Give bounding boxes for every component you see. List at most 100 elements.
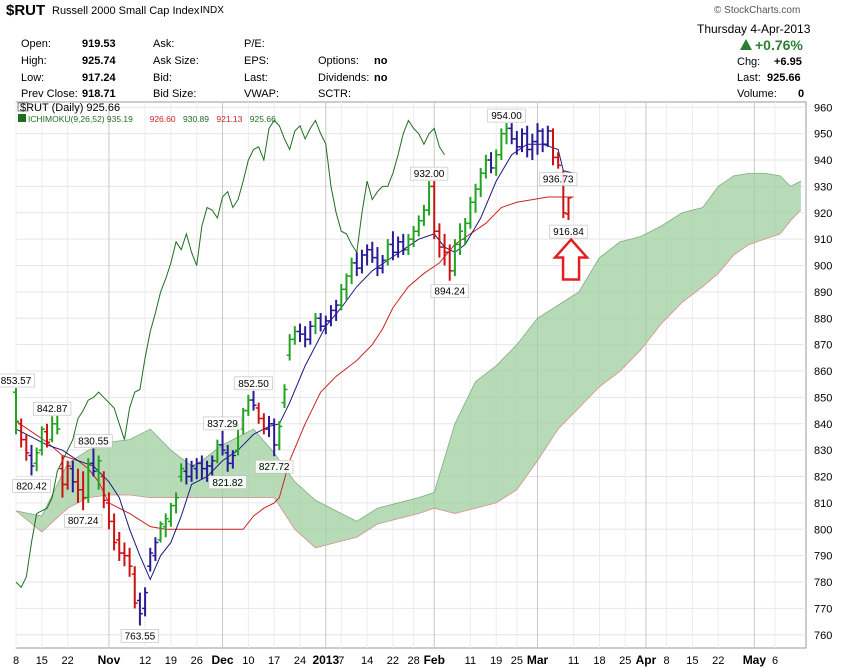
x-tick-label: 2013 <box>312 653 339 667</box>
prev-close-label: Prev Close: <box>21 88 78 100</box>
x-tick-label: 8 <box>664 655 670 667</box>
ohlc-bar <box>219 430 226 456</box>
price-label-box <box>12 479 51 493</box>
price-chart: 7607707807908008108208308408508608708808… <box>0 101 832 667</box>
ohlc-bar <box>188 460 195 482</box>
tenkan-line <box>15 143 574 581</box>
price-label: 936.73 <box>543 175 574 186</box>
y-tick-label: 880 <box>814 313 832 325</box>
price-label-box <box>409 166 449 181</box>
price-label: 820.42 <box>16 481 47 492</box>
bid-label: Bid: <box>153 72 172 84</box>
ticker-symbol: $RUT <box>6 2 46 19</box>
volume-value: 0 <box>798 88 805 100</box>
y-tick-label: 860 <box>814 366 832 378</box>
price-label: 842.87 <box>37 404 68 415</box>
ohlc-bar <box>126 547 133 577</box>
x-tick-label: 19 <box>490 655 502 667</box>
ohlc-bar <box>281 384 288 408</box>
change-percent: +0.76% <box>755 37 803 53</box>
x-tick-label: 17 <box>268 655 280 667</box>
y-tick-label: 810 <box>814 498 832 510</box>
legend-ichimoku-2: 930.89 <box>183 114 209 124</box>
ohlc-bar <box>13 388 19 435</box>
y-tick-label: 950 <box>814 129 832 141</box>
x-tick-label: 8 <box>13 655 19 667</box>
x-tick-label: 25 <box>619 655 631 667</box>
x-tick-label: 24 <box>294 655 306 667</box>
ohlc-bar <box>152 537 159 561</box>
y-tick-label: 790 <box>814 551 832 563</box>
sctr-label: SCTR: <box>318 88 351 100</box>
y-tick-label: 770 <box>814 603 832 615</box>
prev-close-value: 918.71 <box>82 88 116 100</box>
copyright-text: © StockCharts.com <box>714 5 801 16</box>
ohlc-bar <box>43 423 50 448</box>
quote-header: $RUT Russell 2000 Small Cap Index INDX ©… <box>0 0 850 100</box>
x-tick-label: Nov <box>98 653 121 667</box>
options-value: no <box>374 55 388 67</box>
price-label-box <box>203 416 242 431</box>
price-label: 916.84 <box>553 227 584 238</box>
y-tick-label: 870 <box>814 340 832 352</box>
legend-ichimoku-3: 921.13 <box>216 114 242 124</box>
price-label: 830.55 <box>78 437 109 448</box>
x-tick-label: 6 <box>772 655 778 667</box>
vwap-label: VWAP: <box>244 88 280 100</box>
chg-label: Chg: <box>737 56 761 68</box>
x-tick-label: 10 <box>242 655 254 667</box>
y-tick-label: 850 <box>814 392 832 404</box>
last-label: Last: <box>737 72 761 84</box>
x-tick-label: May <box>743 653 767 667</box>
cloud-bullish <box>16 173 801 548</box>
price-label: 821.82 <box>212 478 243 489</box>
high-label: High: <box>21 55 47 67</box>
x-tick-label: Apr <box>636 653 657 667</box>
price-label-box <box>208 475 247 490</box>
y-tick-label: 920 <box>814 208 832 220</box>
price-label-box <box>64 513 103 528</box>
legend-ichimoku-0: ICHIMOKU(9,26,52) 935.19 <box>28 114 133 124</box>
x-tick-label: 25 <box>511 655 523 667</box>
index-name: Russell 2000 Small Cap Index <box>52 5 200 17</box>
price-label: 807.24 <box>68 516 99 527</box>
x-tick-label: 22 <box>712 655 724 667</box>
dividends-value: no <box>374 72 388 84</box>
price-label-box <box>255 459 294 474</box>
last-label-left: Last: <box>244 72 268 84</box>
y-tick-label: 910 <box>814 234 832 246</box>
x-tick-label: Dec <box>212 653 234 667</box>
price-label: 837.29 <box>207 419 238 430</box>
price-label-box <box>234 376 273 391</box>
ohlc-bar <box>136 592 143 626</box>
price-label-box <box>33 401 72 416</box>
y-tick-label: 960 <box>814 102 832 114</box>
ohlc-bar <box>162 513 169 538</box>
price-label-box <box>430 284 469 299</box>
plot-area <box>15 101 807 649</box>
legend-bar-swatch <box>17 102 29 112</box>
low-value: 917.24 <box>82 72 116 84</box>
price-label: 763.55 <box>125 631 156 642</box>
ohlc-bar <box>28 444 35 476</box>
ask-label: Ask: <box>153 38 175 50</box>
ohlc-bar <box>64 460 71 490</box>
y-tick-label: 840 <box>814 419 832 431</box>
y-tick-label: 930 <box>814 181 832 193</box>
x-tick-label: 18 <box>593 655 605 667</box>
price-label: 852.50 <box>238 379 269 390</box>
x-tick-label: 15 <box>36 655 48 667</box>
span-b-line <box>15 209 802 549</box>
x-tick-label: Feb <box>424 653 445 667</box>
ohlc-bar <box>23 434 30 461</box>
ohlc-bar <box>54 415 61 435</box>
ohlc-bar <box>147 547 154 572</box>
ohlc-bar <box>250 390 257 411</box>
options-label: Options: <box>318 55 359 67</box>
dividends-label: Dividends: <box>318 72 370 84</box>
y-tick-label: 890 <box>814 287 832 299</box>
ohlc-bar <box>131 566 138 609</box>
legend-price: $RUT (Daily) 925.66 <box>20 102 120 114</box>
eps-label: EPS: <box>244 55 270 67</box>
